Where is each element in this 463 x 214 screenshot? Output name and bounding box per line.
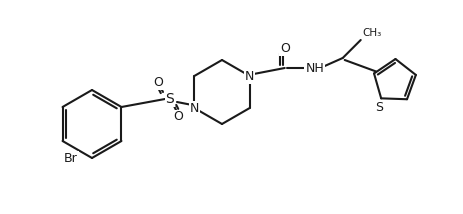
Text: CH₃: CH₃ (362, 28, 381, 38)
Text: O: O (279, 42, 289, 55)
Text: N: N (244, 70, 254, 83)
Text: N: N (189, 101, 199, 114)
Text: Br: Br (64, 152, 78, 165)
Text: S: S (375, 101, 382, 114)
Text: S: S (165, 92, 174, 106)
Text: NH: NH (305, 61, 323, 74)
Text: O: O (173, 110, 182, 123)
Text: O: O (153, 76, 163, 89)
